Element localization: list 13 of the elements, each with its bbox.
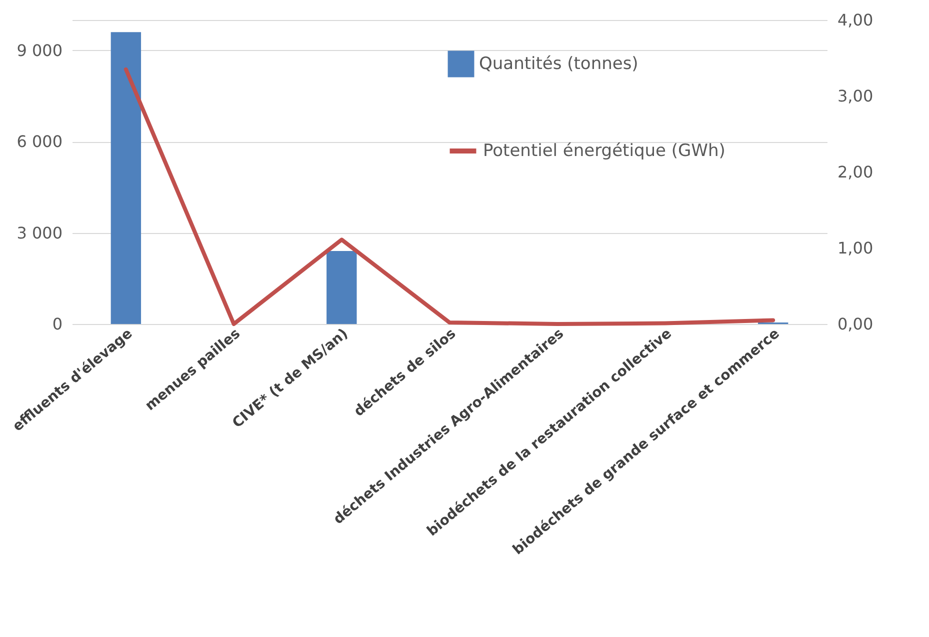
- y2-tick-label: 4,00: [838, 10, 874, 30]
- y2-tick-label: 2,00: [838, 162, 874, 182]
- y2-tick-label: 1,00: [838, 238, 874, 258]
- legend-label: Potentiel énergétique (GWh): [483, 141, 726, 161]
- y-tick-label: 9 000: [16, 40, 62, 60]
- y-tick-label: 0: [52, 314, 62, 334]
- y2-tick-label: 3,00: [838, 86, 874, 106]
- legend-label: Quantités (tonnes): [479, 54, 638, 74]
- y-tick-label: 3 000: [16, 223, 62, 242]
- y-tick-label: 6 000: [16, 132, 62, 152]
- y2-tick-label: 0,00: [838, 314, 874, 334]
- bar: [326, 251, 357, 324]
- bar: [110, 32, 142, 324]
